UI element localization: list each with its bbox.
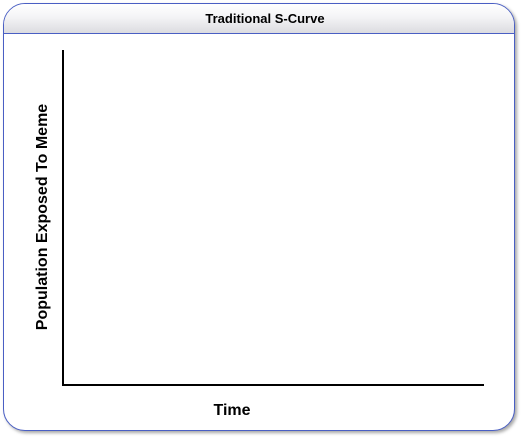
chart-title: Traditional S-Curve (205, 11, 325, 26)
x-axis-label: Time (213, 402, 250, 419)
title-bar: Traditional S-Curve (4, 4, 514, 34)
chart-frame: Traditional S-Curve (3, 3, 515, 431)
y-axis-label: Population Exposed To Meme (34, 104, 51, 330)
